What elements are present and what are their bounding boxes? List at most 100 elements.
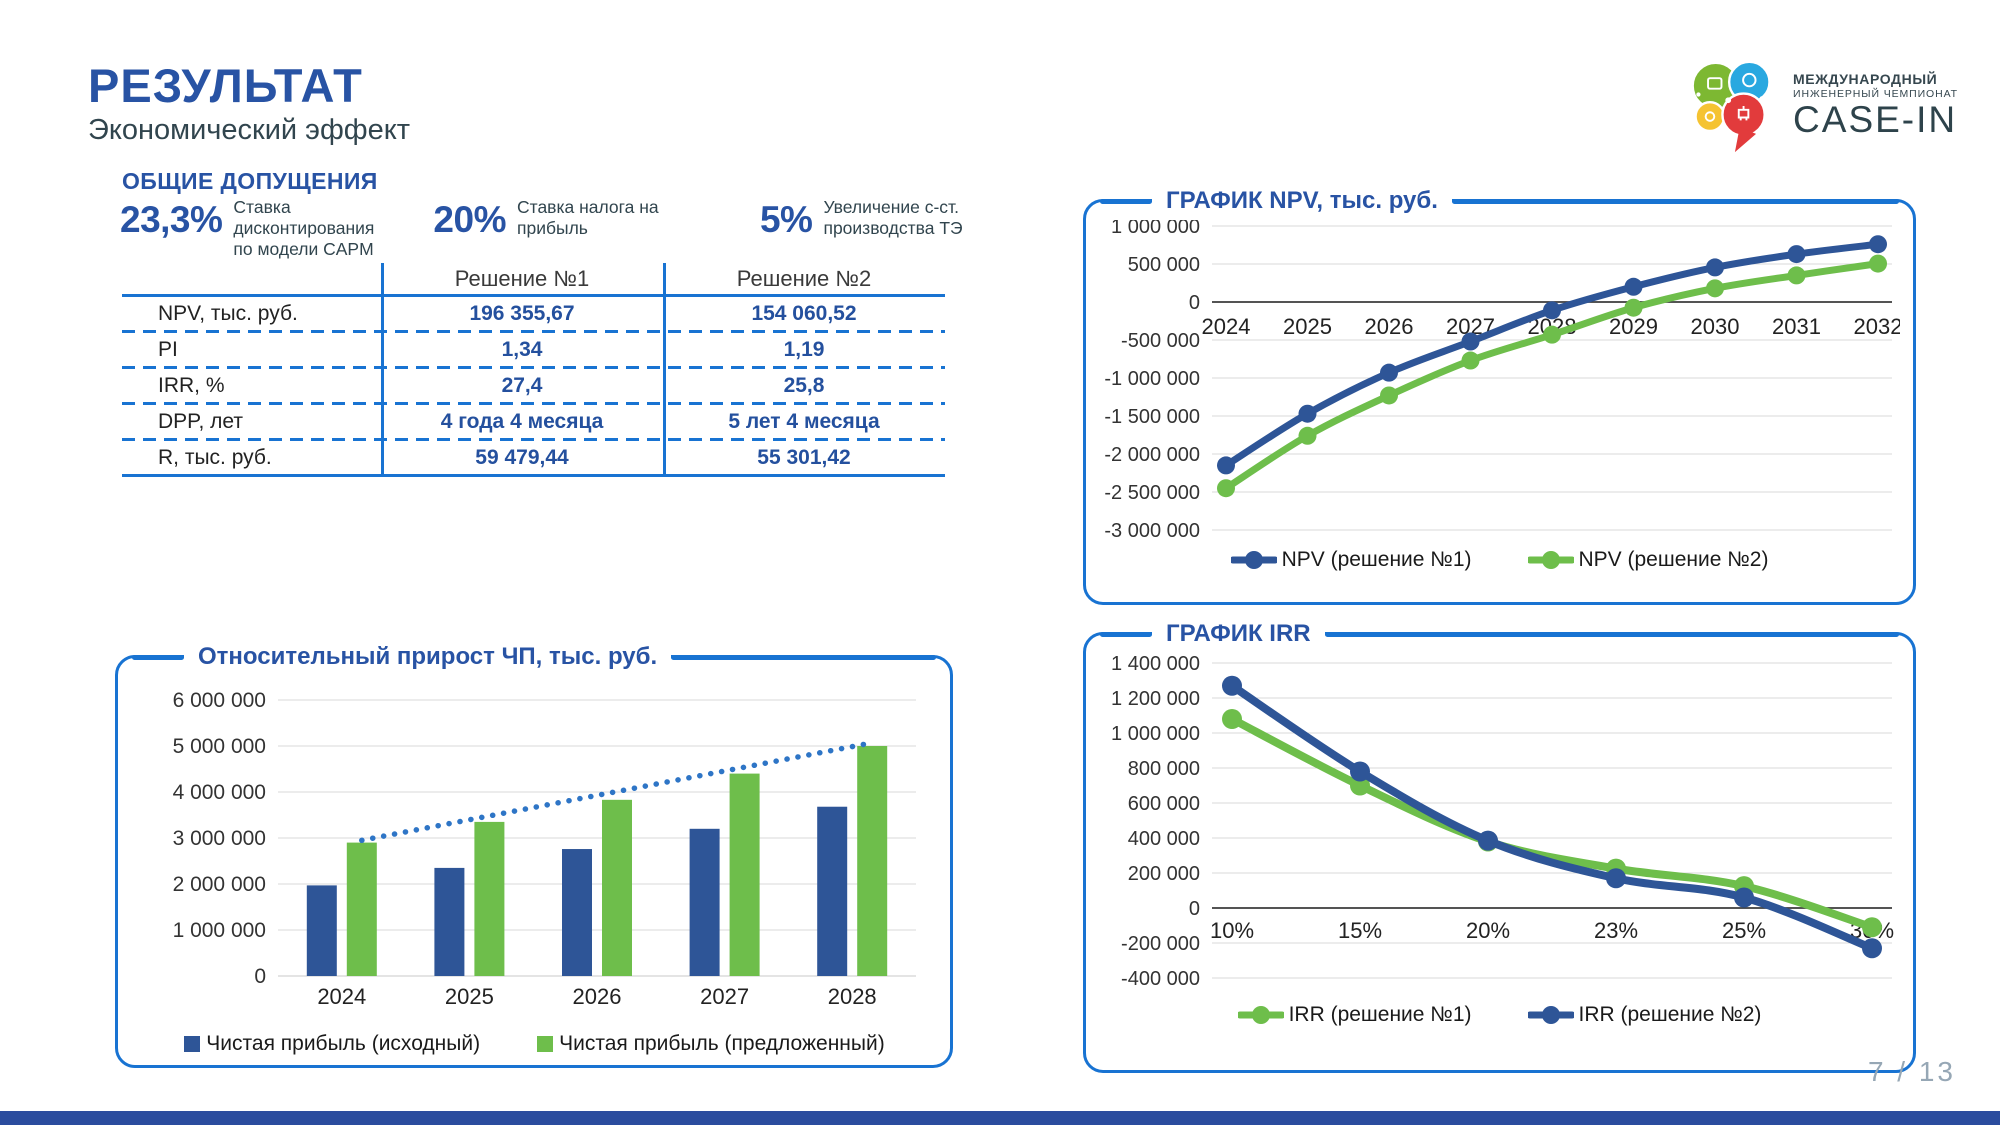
y-tick-label: 1 400 000 bbox=[1111, 655, 1200, 675]
table-separator-dashed bbox=[122, 330, 945, 333]
legend-item: NPV (решение №1) bbox=[1230, 548, 1472, 572]
data-point bbox=[1542, 325, 1561, 344]
logo-line1: МЕЖДУНАРОДНЫЙ bbox=[1793, 71, 1938, 88]
data-point bbox=[1349, 775, 1370, 796]
profit-chart-title: Относительный прирост ЧП, тыс. руб. bbox=[184, 643, 672, 671]
y-tick-label: 2 000 000 bbox=[173, 873, 266, 896]
data-point bbox=[1349, 761, 1370, 782]
npv-chart-box: ГРАФИК NPV, тыс. руб. 1 000 000 500 000 0 -… bbox=[1083, 187, 1916, 605]
data-point bbox=[1868, 235, 1887, 254]
x-tick-label: 15% bbox=[1337, 918, 1381, 943]
y-tick-label: 1 000 000 bbox=[173, 919, 266, 942]
table-row: R, тыс. руб. 59 479,44 55 301,42 bbox=[122, 441, 945, 474]
y-tick-label: 400 000 bbox=[1127, 828, 1199, 850]
table-cell-label: DPP, лет bbox=[158, 409, 243, 433]
bar-2026 bbox=[562, 849, 592, 976]
x-tick-label: 2025 bbox=[1283, 314, 1332, 339]
data-point bbox=[1542, 301, 1561, 320]
data-point bbox=[1624, 298, 1642, 317]
y-tick-label: -400 000 bbox=[1121, 968, 1200, 987]
y-tick-label: -1 000 000 bbox=[1104, 368, 1200, 390]
logo-line2: ИНЖЕНЕРНЫЙ ЧЕМПИОНАТ bbox=[1793, 87, 1958, 100]
legend-label: NPV (решение №1) bbox=[1281, 548, 1472, 571]
table-separator-dashed bbox=[122, 438, 945, 441]
assumption-label: Увеличение с-ст. производства ТЭ bbox=[823, 197, 963, 238]
y-tick-label: 800 000 bbox=[1127, 758, 1199, 780]
logo-line3: CASE-IN bbox=[1793, 98, 1958, 140]
y-tick-label: 1 200 000 bbox=[1111, 688, 1200, 710]
assumption-item: 20% Ставка налога на прибыль bbox=[433, 197, 722, 239]
data-point bbox=[1221, 709, 1242, 729]
table-cell-value: 4 года 4 месяца bbox=[440, 409, 604, 433]
npv-chart-title: ГРАФИК NPV, тыс. руб. bbox=[1152, 187, 1452, 215]
bar-2025 bbox=[434, 867, 465, 976]
table-cell-label: IRR, % bbox=[158, 373, 225, 397]
irr-chart-box: ГРАФИК IRR 1 400 000 1 200 000 1 000 000 80… bbox=[1083, 620, 1916, 1073]
chart-legend: IRR (решение №1) IRR (решение №2) bbox=[1086, 1003, 1913, 1027]
x-tick-label: 2024 bbox=[317, 984, 366, 1009]
data-point bbox=[1461, 332, 1479, 351]
x-tick-label: 2027 bbox=[700, 984, 749, 1009]
assumption-value: 20% bbox=[433, 199, 506, 240]
legend-item: NPV (решение №2) bbox=[1527, 548, 1769, 572]
irr-chart-title: ГРАФИК IRR bbox=[1152, 620, 1325, 648]
trendline bbox=[359, 740, 875, 844]
table-divider bbox=[663, 263, 666, 477]
x-tick-label: 2024 bbox=[1201, 314, 1250, 339]
chart-legend: NPV (решение №1) NPV (решение №2) bbox=[1086, 548, 1913, 572]
x-tick-label: 2029 bbox=[1609, 314, 1658, 339]
assumption-label: Ставка налога на прибыль bbox=[516, 197, 659, 238]
bar-2026 bbox=[602, 799, 632, 976]
y-tick-label: -2 000 000 bbox=[1104, 444, 1200, 466]
bar-2027 bbox=[729, 773, 760, 976]
data-point bbox=[1216, 456, 1235, 475]
assumptions-heading: ОБЩИЕ ДОПУЩЕНИЯ bbox=[122, 168, 378, 194]
legend-item: Чистая прибыль (предложенный) bbox=[536, 1032, 885, 1056]
data-point bbox=[1221, 675, 1242, 696]
data-point bbox=[1461, 351, 1479, 370]
y-tick-label: -500 000 bbox=[1121, 330, 1200, 352]
npv-chart-title-bar: ГРАФИК NPV, тыс. руб. bbox=[1100, 183, 1899, 219]
y-tick-label: 0 bbox=[1188, 898, 1199, 920]
logo-text: МЕЖДУНАРОДНЫЙ ИНЖЕНЕРНЫЙ ЧЕМПИОНАТ CASE-… bbox=[1793, 72, 1958, 140]
data-point bbox=[1868, 254, 1887, 273]
table-header-row: Решение №1 Решение №2 bbox=[122, 263, 945, 294]
x-tick-label: 2031 bbox=[1772, 314, 1821, 339]
npv-chart-plot: 1 000 000 500 000 0 -500 000 -1 000 000 -1 50… bbox=[1104, 220, 1900, 538]
bar-2024 bbox=[306, 885, 337, 976]
x-tick-label: 2030 bbox=[1690, 314, 1739, 339]
table-separator-dashed bbox=[122, 366, 945, 369]
data-point bbox=[1379, 363, 1398, 382]
y-tick-label: 0 bbox=[1188, 292, 1199, 314]
legend-label: IRR (решение №1) bbox=[1288, 1003, 1472, 1026]
data-point bbox=[1605, 868, 1626, 889]
legend-label: NPV (решение №2) bbox=[1578, 548, 1769, 571]
table-body: Решение №1 Решение №2 NPV, тыс. руб. 196 35… bbox=[122, 263, 945, 477]
table-cell-value: 27,4 bbox=[501, 373, 543, 397]
series-line bbox=[1227, 681, 1876, 953]
y-tick-label: 6 000 000 bbox=[173, 689, 266, 712]
table-separator-dashed bbox=[122, 402, 945, 405]
series-line bbox=[1227, 715, 1876, 932]
table-cell-value: 5 лет 4 месяца bbox=[728, 409, 880, 433]
case-in-logo: МЕЖДУНАРОДНЫЙ ИНЖЕНЕРНЫЙ ЧЕМПИОНАТ CASE-… bbox=[1685, 56, 1958, 156]
table-cell-value: 25,8 bbox=[783, 373, 825, 397]
y-tick-label: 200 000 bbox=[1127, 863, 1199, 885]
legend-item: IRR (решение №1) bbox=[1237, 1003, 1472, 1027]
y-tick-label: 3 000 000 bbox=[173, 827, 266, 850]
assumption-label: Ставка дисконтирования по модели CAPM bbox=[233, 197, 375, 259]
table-divider bbox=[381, 263, 384, 477]
y-tick-label: -3 000 000 bbox=[1104, 520, 1200, 538]
x-tick-label: 25% bbox=[1721, 918, 1765, 943]
table-row: DPP, лет 4 года 4 месяца 5 лет 4 месяца bbox=[122, 405, 945, 438]
table-cell-value: 196 355,67 bbox=[469, 301, 575, 325]
data-point bbox=[1787, 266, 1805, 285]
y-tick-label: 5 000 000 bbox=[173, 735, 266, 758]
data-point bbox=[1298, 404, 1316, 423]
data-point bbox=[1861, 917, 1882, 938]
legend-label: IRR (решение №2) bbox=[1578, 1003, 1762, 1026]
y-tick-label: 1 000 000 bbox=[1111, 220, 1200, 238]
x-tick-label: 20% bbox=[1465, 918, 1509, 943]
bar-2025 bbox=[474, 821, 505, 976]
x-tick-label: 10% bbox=[1209, 918, 1253, 943]
